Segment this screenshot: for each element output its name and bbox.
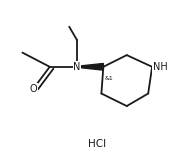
Polygon shape (77, 63, 103, 70)
Text: O: O (29, 84, 37, 94)
Text: &1: &1 (104, 76, 113, 81)
Text: HCl: HCl (89, 139, 106, 149)
Text: NH: NH (153, 62, 168, 72)
Text: N: N (73, 62, 81, 72)
